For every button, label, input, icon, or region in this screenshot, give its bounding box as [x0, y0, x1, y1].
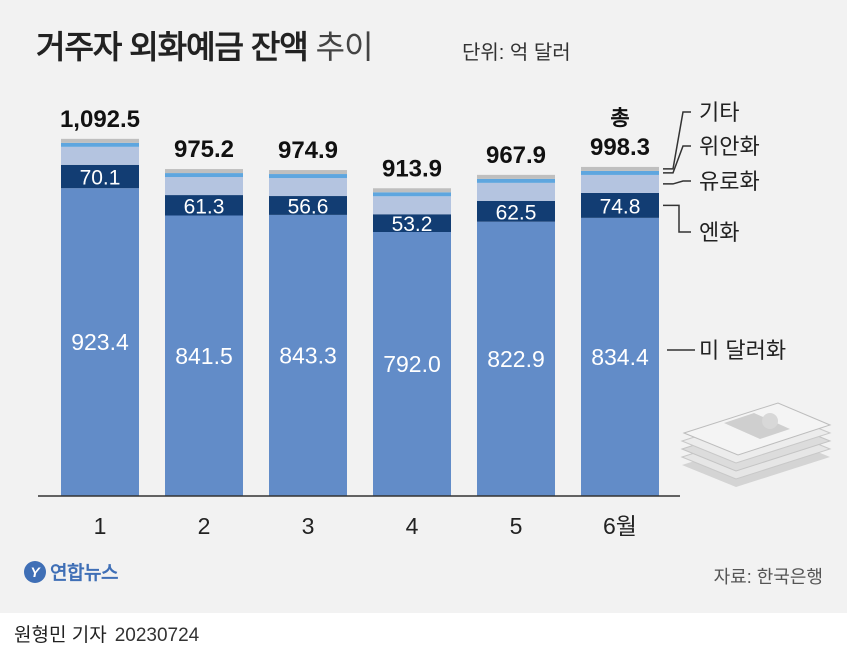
bar-value-label: 61.3	[184, 195, 225, 218]
bar-segment	[61, 142, 139, 147]
bars-layer	[61, 138, 659, 496]
bar-segment	[61, 146, 139, 165]
yonhap-logo: Y 연합뉴스	[24, 558, 118, 585]
legend-leader-line	[663, 180, 691, 185]
bar-segment	[477, 182, 555, 201]
legend-leader-line	[663, 204, 691, 233]
bar-value-label: 843.3	[279, 342, 337, 368]
bar-segment	[61, 188, 139, 496]
bar-segment	[581, 170, 659, 175]
legend-label: 유로화	[699, 169, 760, 194]
bar-value-label: 822.9	[487, 346, 545, 372]
total-label: 974.9	[278, 137, 338, 164]
labels-layer: 923.4 70.1 1,092.5 1 841.5 61.3 975.2 2 843.3 56.…	[60, 106, 650, 539]
total-label: 967.9	[486, 142, 546, 169]
bar-segment	[61, 138, 139, 143]
bar-segment	[269, 174, 347, 179]
bar-segment	[165, 215, 243, 496]
bar-segment	[373, 232, 451, 496]
bar-segment	[477, 221, 555, 496]
legend-leader-line	[663, 111, 691, 170]
bar-segment	[477, 174, 555, 179]
bar-segment	[165, 195, 243, 216]
bar-segment	[581, 166, 659, 171]
title-main: 거주자 외화예금 잔액	[36, 29, 309, 65]
x-tick-label: 5	[510, 513, 523, 539]
bar-value-label: 792.0	[383, 351, 441, 377]
bar-segment	[373, 192, 451, 197]
logo-text: 연합뉴스	[50, 563, 118, 584]
bar-segment	[477, 178, 555, 183]
bar-segment	[581, 217, 659, 496]
x-tick-label: 2	[198, 513, 211, 539]
x-tick-label: 4	[406, 513, 419, 539]
bar-segment	[165, 173, 243, 178]
total-prefix-label: 총	[610, 107, 629, 130]
money-stack-icon	[680, 402, 832, 487]
legend-label: 엔화	[699, 220, 739, 245]
bar-segment	[269, 196, 347, 215]
legend-label: 위안화	[699, 134, 760, 159]
bar-value-label: 74.8	[600, 195, 641, 218]
bar-segment	[373, 214, 451, 232]
bar-segment	[165, 169, 243, 174]
bar-value-label: 841.5	[175, 343, 233, 369]
title-light: 추이	[315, 29, 374, 65]
yonhap-logo-icon: Y	[24, 560, 46, 583]
bar-segment	[581, 192, 659, 218]
bar-segment	[269, 178, 347, 197]
bar-segment	[373, 196, 451, 215]
legend-label: 기타	[699, 100, 739, 125]
bar-segment	[581, 174, 659, 193]
bar-value-label: 834.4	[591, 344, 649, 370]
x-tick-label: 3	[302, 513, 315, 539]
bar-value-label: 70.1	[80, 167, 121, 190]
bar-value-label: 62.5	[496, 201, 537, 224]
x-tick-label: 6월	[603, 513, 637, 539]
bar-segment	[165, 177, 243, 196]
total-label: 913.9	[382, 155, 442, 182]
total-label: 975.2	[174, 136, 234, 163]
unit-label: 단위: 억 달러	[462, 42, 571, 64]
bar-value-label: 56.6	[288, 195, 329, 218]
x-tick-label: 1	[94, 513, 107, 539]
source-label: 자료: 한국은행	[713, 567, 823, 587]
legend-leader-line	[663, 145, 691, 174]
bar-segment	[269, 170, 347, 175]
byline: 원형민 기자 20230724	[14, 620, 199, 647]
bar-value-label: 923.4	[71, 329, 129, 355]
total-label: 998.3	[590, 134, 650, 161]
publish-date: 20230724	[114, 625, 200, 646]
chart-title: 거주자 외화예금 잔액 추이	[36, 22, 374, 68]
total-label: 1,092.5	[60, 106, 140, 133]
stacked-bar-chart: 923.4 70.1 1,092.5 1 841.5 61.3 975.2 2 843.3 56.…	[38, 100, 832, 539]
bar-segment	[61, 164, 139, 189]
author: 원형민 기자	[14, 625, 107, 646]
bar-segment	[477, 200, 555, 222]
bar-segment	[269, 214, 347, 496]
bar-segment	[373, 188, 451, 193]
bar-value-label: 53.2	[392, 213, 433, 236]
legend-label: 미 달러화	[699, 338, 786, 363]
